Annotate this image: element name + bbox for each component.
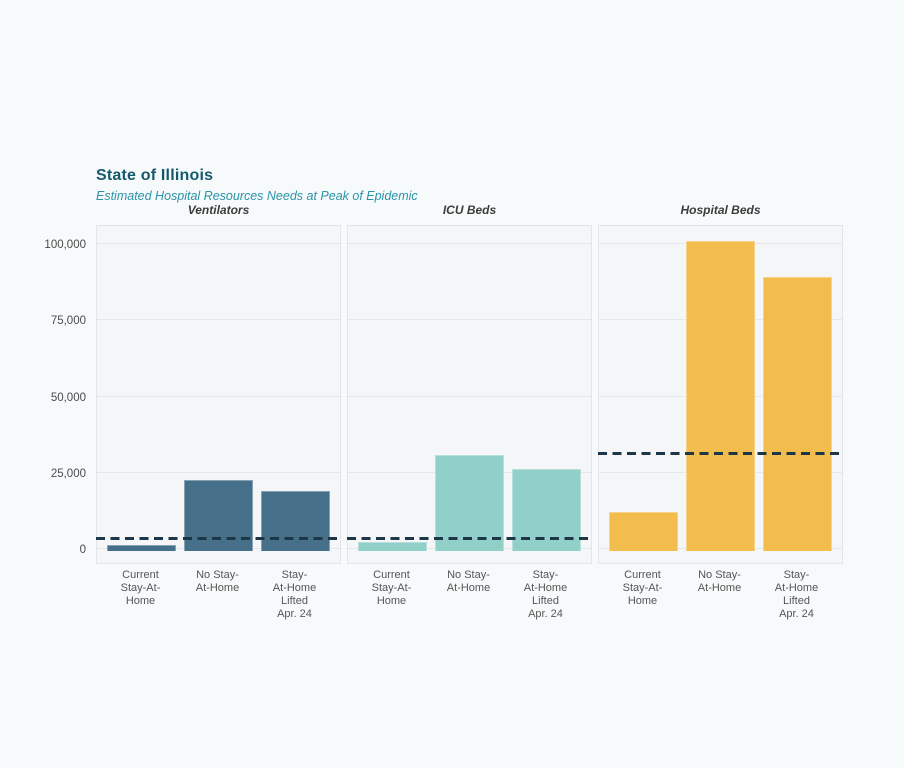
panel-hospital-beds	[598, 225, 843, 564]
y-axis-tick-label: 75,000	[50, 315, 86, 328]
panel-title-ventilators: Ventilators	[187, 203, 250, 217]
panel-icu-beds	[347, 225, 592, 564]
x-label-group-hospital-beds: Current Stay-At- Home No Stay- At-Home Sta…	[598, 569, 843, 621]
dashed-reference-line-ventilators	[96, 537, 341, 541]
gridline	[348, 243, 591, 245]
bar-hospital-beds-no-stay-at-home	[686, 241, 755, 551]
x-axis-label-no-stay-at-home: No Stay- At-Home	[697, 569, 742, 594]
gridline	[97, 471, 340, 473]
x-axis-label-no-stay-at-home: No Stay- At-Home	[195, 569, 240, 594]
gridline	[97, 395, 340, 397]
bar-ventilators-no-stay-at-home	[184, 480, 253, 551]
y-axis-tick-label: 50,000	[50, 391, 86, 404]
dashed-reference-line-icu-beds	[347, 537, 592, 541]
y-axis-tick-label: 25,000	[50, 467, 86, 480]
x-axis-label-stay-at-home-lifted-apr-24: Stay- At-Home Lifted Apr. 24	[774, 569, 819, 620]
y-axis-tick-label: 100,000	[44, 239, 86, 252]
dashed-reference-line-hospital-beds	[598, 451, 843, 455]
x-axis-labels-row: Current Stay-At- Home No Stay- At-Home Sta…	[96, 569, 843, 621]
gridline	[348, 319, 591, 321]
gridline	[97, 319, 340, 321]
panel-ventilators	[96, 225, 341, 564]
x-axis-label-stay-at-home-lifted-apr-24: Stay- At-Home Lifted Apr. 24	[523, 569, 568, 620]
panel-title-hospital-beds: Hospital Beds	[680, 203, 761, 217]
bar-icu-beds-current-stay-at-home	[358, 542, 427, 551]
x-label-group-ventilators: Current Stay-At- Home No Stay- At-Home Sta…	[96, 569, 341, 621]
panel-title-icu-beds: ICU Beds	[442, 203, 497, 217]
x-axis-label-current-stay-at-home: Current Stay-At- Home	[371, 569, 412, 607]
bar-hospital-beds-current-stay-at-home	[609, 512, 678, 551]
y-axis: 0 25,000 50,000 75,000 100,000	[0, 225, 86, 564]
bar-icu-beds-no-stay-at-home	[435, 455, 504, 551]
x-label-group-icu-beds: Current Stay-At- Home No Stay- At-Home Sta…	[347, 569, 592, 621]
chart-title: State of Illinois	[96, 167, 214, 184]
x-axis-label-current-stay-at-home: Current Stay-At- Home	[120, 569, 161, 607]
panel-titles-row: Ventilators ICU Beds Hospital Beds	[96, 203, 843, 217]
bar-hospital-beds-stay-at-home-lifted-apr-24	[763, 277, 832, 551]
gridline	[348, 395, 591, 397]
y-axis-tick-label: 0	[79, 544, 86, 556]
gridline	[97, 243, 340, 245]
bar-ventilators-current-stay-at-home	[107, 545, 176, 551]
panels-row	[96, 225, 843, 564]
chart-subtitle: Estimated Hospital Resources Needs at Pe…	[96, 189, 418, 203]
x-axis-label-stay-at-home-lifted-apr-24: Stay- At-Home Lifted Apr. 24	[272, 569, 317, 620]
bar-ventilators-stay-at-home-lifted-apr-24	[261, 491, 330, 551]
x-axis-label-no-stay-at-home: No Stay- At-Home	[446, 569, 491, 594]
x-axis-label-current-stay-at-home: Current Stay-At- Home	[622, 569, 663, 607]
